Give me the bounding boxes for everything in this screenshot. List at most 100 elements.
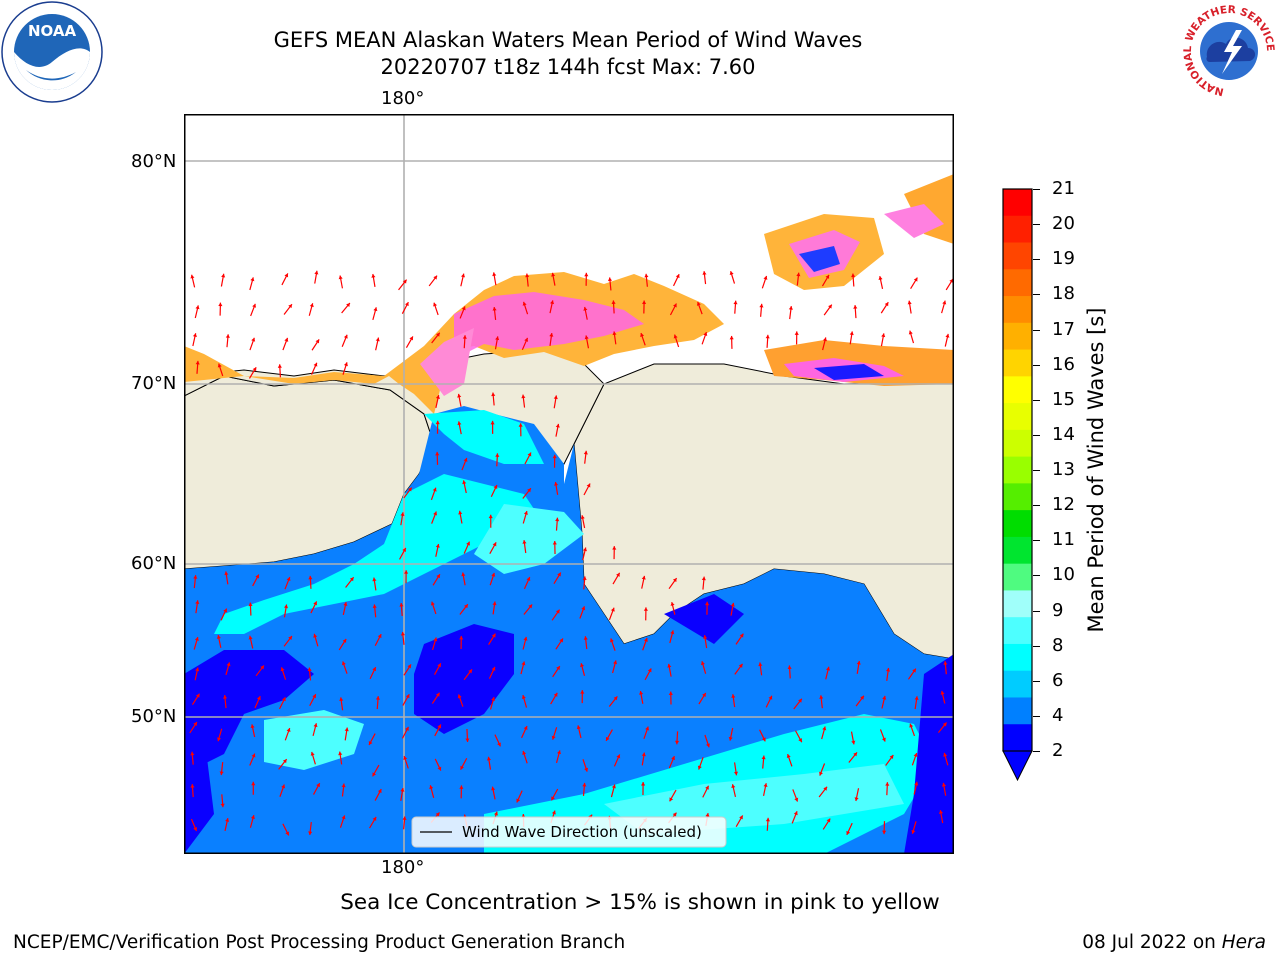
wind-wave-arrowhead (217, 363, 222, 368)
lat-label-70: 70°N (131, 373, 177, 394)
wind-wave-arrowhead (430, 601, 435, 606)
wind-wave-arrowhead (796, 272, 801, 277)
wind-wave-arrowhead (315, 339, 320, 344)
wind-wave-arrowhead (673, 303, 677, 308)
wind-wave-arrowhead (828, 304, 832, 309)
colorbar-band (1003, 269, 1032, 297)
colorbar-tick-mark (1033, 540, 1040, 542)
colorbar-band (1003, 429, 1032, 458)
lon-label-bottom: 180° (381, 857, 425, 878)
wind-wave-arrowhead (523, 636, 528, 641)
wind-wave-arrowhead (432, 487, 437, 492)
wind-wave-arrowhead (252, 303, 257, 308)
wind-wave-arrowhead (555, 423, 560, 428)
sea-ice-region (184, 174, 954, 414)
footer-date: 08 Jul 2022 on Hera (1082, 932, 1266, 953)
wind-wave-arrowhead (429, 785, 434, 790)
wind-wave-arrowhead (581, 606, 586, 611)
wind-wave-arrowhead (404, 570, 409, 574)
wind-wave-arrowhead (639, 691, 644, 695)
wind-wave-arrowhead (437, 724, 442, 729)
wind-wave-arrowhead (641, 782, 646, 786)
wind-wave-arrowhead (282, 759, 287, 764)
wind-wave-arrowhead (372, 577, 377, 582)
map-panel: Wind Wave Direction (unscaled) (184, 114, 954, 854)
wind-wave-arrowhead (826, 818, 831, 823)
wind-wave-arrowhead (854, 797, 859, 802)
colorbar-band (1003, 590, 1032, 618)
colorbar-band (1003, 456, 1032, 484)
wind-wave-arrowhead (607, 277, 613, 282)
footer-machine: Hera (1221, 932, 1266, 953)
wind-wave-arrowhead (907, 300, 912, 305)
wind-wave-arrowhead (491, 697, 496, 701)
colorbar-tick-label: 13 (1052, 459, 1075, 480)
wind-wave-arrowhead (193, 575, 198, 579)
wind-wave-arrowhead (584, 272, 589, 277)
wind-wave-arrowhead (195, 305, 200, 310)
wind-wave-arrowhead (914, 781, 919, 786)
wind-wave-arrowhead (404, 302, 409, 307)
wind-wave-arrowhead (527, 488, 531, 493)
wind-wave-arrowhead (252, 367, 257, 372)
wind-wave-arrowhead (405, 726, 409, 731)
colorbar-tick-mark (1033, 505, 1040, 507)
wind-wave-arrowhead (281, 697, 286, 702)
wind-wave-arrowhead (584, 335, 589, 340)
wind-wave-arrowhead (730, 602, 735, 607)
wind-wave-arrowhead (492, 272, 497, 277)
wind-wave-arrowhead (433, 275, 438, 280)
wind-wave-arrowhead (226, 662, 231, 667)
wind-wave-arrowhead (314, 270, 319, 275)
wind-wave-arrowhead (938, 810, 944, 814)
wind-wave-arrowhead (309, 303, 314, 308)
wind-wave-arrowhead (758, 662, 763, 667)
wind-wave-arrowhead (552, 540, 557, 545)
wind-wave-arrowhead (728, 736, 733, 741)
nws-logo: NATIONAL WEATHER SERVICE (1180, 2, 1278, 100)
wind-wave-arrowhead (556, 750, 561, 755)
wind-wave-arrowhead (552, 454, 557, 459)
wind-wave-arrowhead (943, 661, 948, 665)
wind-wave-arrowhead (222, 695, 228, 699)
wind-wave-arrowhead (641, 752, 646, 757)
wind-wave-arrowhead (825, 666, 830, 671)
wind-wave-arrowhead (433, 637, 438, 642)
wind-wave-arrowhead (609, 638, 614, 643)
wind-wave-arrowhead (462, 335, 467, 339)
colorbar-tick-mark (1033, 751, 1040, 752)
wind-wave-arrowhead (251, 753, 256, 758)
colorbar-band (1003, 376, 1032, 404)
wind-wave-arrowhead (372, 604, 377, 609)
wind-wave-arrowhead (522, 750, 527, 755)
chart-title: GEFS MEAN Alaskan Waters Mean Period of … (273, 28, 863, 52)
wind-wave-arrowhead (914, 696, 919, 700)
wind-wave-arrowhead (612, 546, 617, 550)
wind-wave-arrowhead (668, 691, 673, 695)
map-legend: Wind Wave Direction (unscaled) (411, 816, 727, 848)
wind-wave-arrowhead (739, 815, 743, 820)
wind-wave-arrowhead (729, 271, 734, 276)
wind-wave-arrowhead (468, 669, 472, 674)
wind-wave-arrowhead (313, 723, 318, 728)
wind-wave-arrowhead (343, 602, 348, 606)
colorbar-tick-label: 10 (1052, 564, 1075, 586)
wind-wave-arrowhead (523, 511, 528, 515)
wind-wave-arrowhead (375, 337, 380, 342)
wind-wave-arrowhead (464, 604, 468, 609)
wind-wave-arrowhead (492, 542, 497, 547)
wind-wave-arrowhead (283, 604, 289, 609)
wind-wave-arrowhead (288, 304, 292, 309)
wind-wave-arrowhead (368, 741, 373, 746)
colorbar-band (1003, 322, 1032, 351)
wind-wave-arrowhead (798, 738, 802, 743)
wind-wave-arrowhead (491, 786, 496, 791)
colorbar-tick-label: 16 (1052, 353, 1075, 375)
wind-wave-arrowhead (819, 771, 823, 776)
wind-wave-arrowhead (549, 333, 554, 337)
wind-wave-arrowhead (759, 303, 764, 308)
colorbar-band (1003, 242, 1032, 270)
wind-wave-arrowhead (553, 692, 558, 697)
colorbar-tick-label: 21 (1052, 178, 1075, 199)
wind-wave-arrowhead (435, 451, 440, 456)
